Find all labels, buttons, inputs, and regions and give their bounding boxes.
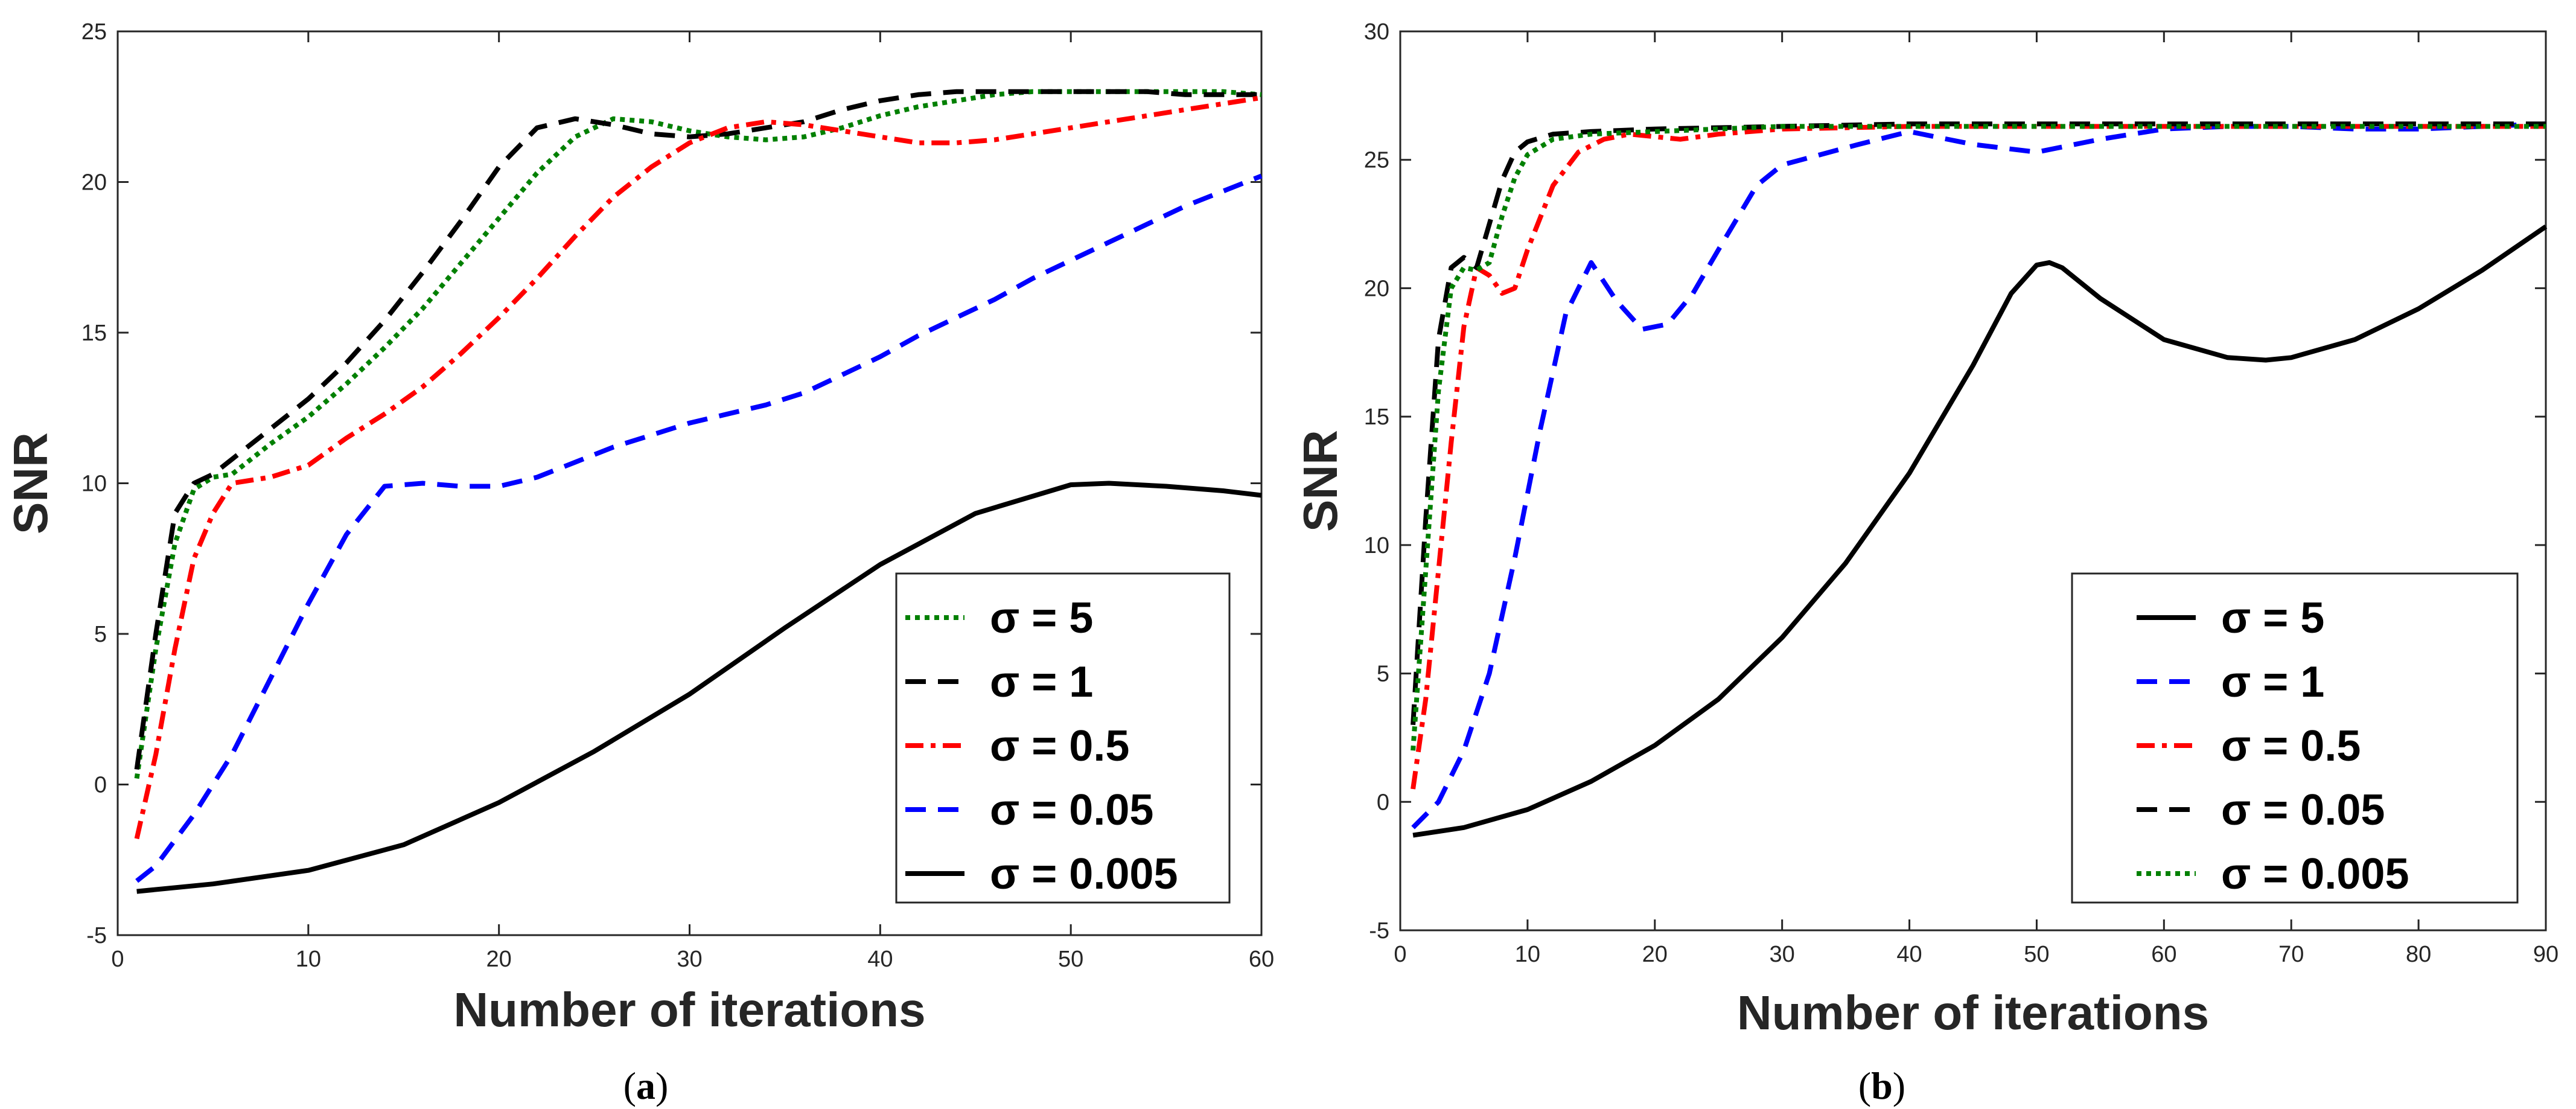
series-line-sigma-5	[1412, 225, 2548, 838]
x-axis-label: Number of iterations	[453, 983, 925, 1037]
y-tick-label: 5	[94, 622, 107, 647]
x-tick-label: 10	[296, 947, 321, 972]
y-tick-label: 0	[1377, 790, 1389, 815]
y-axis-label: SNR	[4, 432, 57, 534]
plot-frame	[1399, 30, 2547, 932]
legend-label: σ = 5	[990, 594, 1093, 642]
legend-label: σ = 0.5	[990, 722, 1129, 770]
legend-label: σ = 0.05	[2221, 786, 2385, 834]
y-tick-label: 30	[1364, 19, 1389, 45]
panel-caption: (b)	[1858, 1064, 1905, 1107]
x-tick-label: 30	[677, 947, 702, 972]
legend-label: σ = 0.5	[2221, 722, 2361, 770]
x-tick-label: 60	[1249, 947, 1274, 972]
legend-label: σ = 0.005	[2221, 850, 2409, 898]
x-tick-label: 40	[867, 947, 893, 972]
x-axis-label: Number of iterations	[1737, 986, 2209, 1040]
series-line-sigma-0_5	[134, 95, 1262, 840]
y-tick-label: 5	[1377, 662, 1389, 687]
x-tick-label: 60	[2151, 942, 2176, 967]
x-tick-label: 0	[111, 947, 124, 972]
y-tick-label: 20	[81, 170, 107, 196]
x-tick-label: 30	[1770, 942, 1795, 967]
x-tick-label: 20	[1642, 942, 1668, 967]
series-line-sigma-0_05	[1411, 121, 2546, 725]
legend-box	[895, 572, 1231, 904]
x-tick-label: 70	[2278, 942, 2304, 967]
y-tick-label: 15	[1364, 404, 1389, 430]
panel-caption: (a)	[623, 1064, 669, 1107]
x-tick-label: 50	[1058, 947, 1083, 972]
y-tick-label: 10	[81, 471, 107, 497]
series-line-sigma-0_005	[136, 481, 1262, 894]
y-tick-label: 10	[1364, 533, 1389, 558]
series-line-sigma-1	[134, 89, 1261, 770]
y-tick-label: -5	[1369, 918, 1389, 944]
legend-label: σ = 5	[2221, 594, 2324, 642]
y-tick-label: 15	[81, 321, 107, 346]
x-tick-label: 10	[1515, 942, 1540, 967]
series-line-sigma-1	[1411, 121, 2546, 829]
x-tick-label: 0	[1394, 942, 1406, 967]
x-tick-label: 20	[486, 947, 512, 972]
x-tick-label: 90	[2533, 942, 2558, 967]
legend-label: σ = 1	[990, 658, 1093, 706]
legend-box	[2071, 572, 2519, 904]
y-tick-label: 0	[94, 773, 107, 798]
series-line-sigma-0_05	[135, 173, 1263, 883]
series-line-sigma-0_5	[1411, 124, 2546, 790]
x-tick-label: 80	[2406, 942, 2431, 967]
legend-label: σ = 0.05	[990, 786, 1153, 834]
series-line-sigma-0_005	[1411, 124, 2546, 751]
legend-label: σ = 1	[2221, 658, 2324, 706]
y-tick-label: 25	[81, 19, 107, 45]
x-tick-label: 40	[1896, 942, 1922, 967]
y-tick-label: -5	[86, 923, 107, 948]
y-tick-label: 25	[1364, 148, 1389, 173]
legend-label: σ = 0.005	[990, 850, 1178, 898]
x-tick-label: 50	[2024, 942, 2049, 967]
y-tick-label: 20	[1364, 276, 1389, 301]
y-axis-label: SNR	[1293, 430, 1347, 532]
